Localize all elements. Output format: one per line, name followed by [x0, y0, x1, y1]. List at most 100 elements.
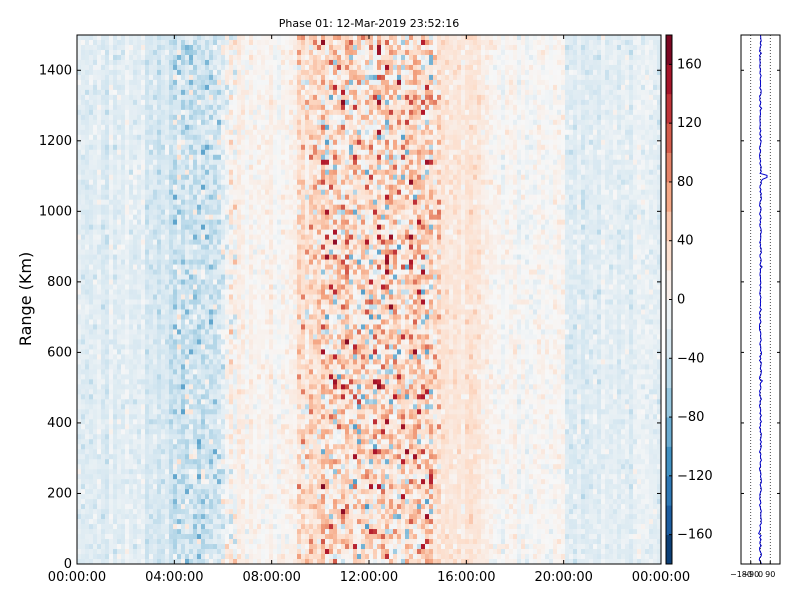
heatmap-cell: [237, 374, 242, 380]
heatmap-cell: [261, 494, 266, 500]
heatmap-cell: [233, 319, 238, 325]
heatmap-cell: [77, 439, 82, 445]
heatmap-cell: [197, 219, 202, 225]
heatmap-cell: [201, 264, 206, 270]
heatmap-cell: [153, 304, 158, 310]
heatmap-cell: [173, 329, 178, 335]
heatmap-cell: [217, 334, 222, 340]
heatmap-cell: [133, 479, 138, 485]
heatmap-cell: [81, 114, 86, 121]
heatmap-cell: [117, 154, 122, 161]
heatmap-cell: [89, 484, 94, 490]
heatmap-cell: [113, 174, 118, 181]
heatmap-cell: [153, 35, 158, 41]
heatmap-cell: [101, 309, 106, 315]
heatmap-cell: [213, 219, 218, 225]
heatmap-cell: [169, 104, 174, 111]
heatmap-cell: [89, 264, 94, 270]
heatmap-cell: [205, 554, 210, 560]
heatmap-cell: [109, 64, 114, 71]
heatmap-cell: [245, 554, 250, 560]
heatmap-cell: [249, 379, 254, 385]
heatmap-cell: [181, 149, 186, 156]
heatmap-cell: [185, 489, 190, 495]
heatmap-cell: [97, 149, 102, 156]
heatmap-cell: [141, 414, 146, 420]
chart-title: Phase 01: 12-Mar-2019 23:52:16: [279, 17, 459, 30]
heatmap-cell: [233, 289, 238, 295]
heatmap-cell: [141, 369, 146, 375]
heatmap-cell: [113, 224, 118, 230]
heatmap-cell: [165, 64, 170, 71]
heatmap-cell: [149, 109, 154, 116]
heatmap-cell: [81, 439, 86, 445]
heatmap-cell: [173, 544, 178, 550]
heatmap-cell: [141, 84, 146, 91]
heatmap-cell: [149, 144, 154, 151]
heatmap-cell: [225, 249, 230, 255]
heatmap-cell: [177, 249, 182, 255]
heatmap-cell: [169, 504, 174, 510]
heatmap-cell: [189, 504, 194, 510]
heatmap-cell: [89, 94, 94, 101]
heatmap-cell: [153, 119, 158, 126]
heatmap-cell: [213, 254, 218, 260]
heatmap-cell: [109, 474, 114, 480]
heatmap-cell: [225, 404, 230, 410]
heatmap-cell: [161, 294, 166, 300]
heatmap-cell: [101, 109, 106, 116]
heatmap-cell: [253, 259, 258, 265]
heatmap-cell: [181, 519, 186, 525]
heatmap-cell: [169, 369, 174, 375]
heatmap-cell: [97, 174, 102, 181]
heatmap-cell: [261, 209, 266, 215]
heatmap-cell: [113, 469, 118, 475]
heatmap-cell: [161, 74, 166, 81]
heatmap-cell: [177, 154, 182, 161]
heatmap-cell: [193, 239, 198, 245]
heatmap-cell: [169, 49, 174, 56]
heatmap-cell: [213, 44, 218, 51]
heatmap-cell: [225, 259, 230, 265]
heatmap-cell: [137, 74, 142, 81]
heatmap-cell: [117, 254, 122, 260]
heatmap-cell: [101, 35, 106, 41]
heatmap-cell: [169, 444, 174, 450]
heatmap-cell: [141, 264, 146, 270]
heatmap-cell: [237, 249, 242, 255]
heatmap-cell: [253, 109, 258, 116]
heatmap-cell: [205, 394, 210, 400]
heatmap-cell: [185, 544, 190, 550]
heatmap-cell: [193, 49, 198, 56]
heatmap-cell: [145, 424, 150, 430]
heatmap-cell: [153, 239, 158, 245]
heatmap-cell: [261, 119, 266, 126]
heatmap-cell: [205, 359, 210, 365]
heatmap-cell: [93, 199, 98, 205]
heatmap-cell: [233, 124, 238, 131]
heatmap-cell: [261, 379, 266, 385]
heatmap-cell: [253, 154, 258, 161]
heatmap-cell: [105, 224, 110, 230]
heatmap-cell: [165, 434, 170, 440]
heatmap-cell: [197, 494, 202, 500]
heatmap-cell: [133, 284, 138, 290]
heatmap-cell: [177, 174, 182, 181]
heatmap-cell: [145, 79, 150, 86]
heatmap-cell: [161, 324, 166, 330]
heatmap-cell: [245, 39, 250, 46]
heatmap-cell: [225, 39, 230, 46]
heatmap-cell: [205, 169, 210, 176]
heatmap-cell: [93, 254, 98, 260]
heatmap-cell: [217, 489, 222, 495]
heatmap-cell: [233, 494, 238, 500]
heatmap-cell: [117, 484, 122, 490]
heatmap-cell: [105, 539, 110, 545]
heatmap-cell: [193, 174, 198, 181]
heatmap-cell: [89, 104, 94, 111]
heatmap-cell: [209, 94, 214, 101]
heatmap-cell: [261, 224, 266, 230]
heatmap-cell: [137, 219, 142, 225]
heatmap-cell: [229, 219, 234, 225]
heatmap-cell: [161, 379, 166, 385]
